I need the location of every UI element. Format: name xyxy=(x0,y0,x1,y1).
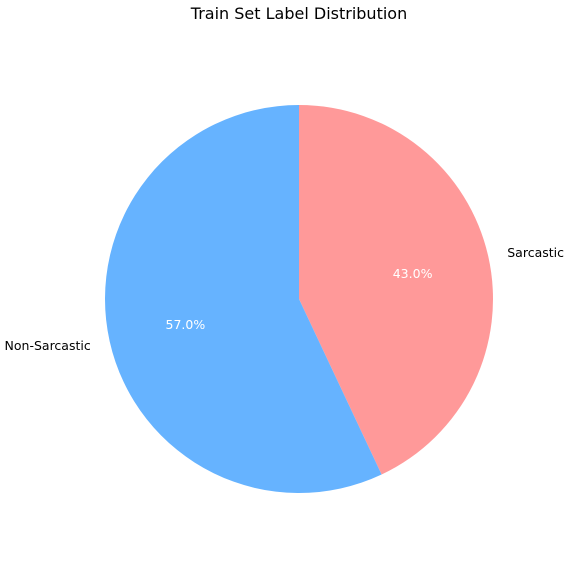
slice-percent-label: 43.0% xyxy=(393,266,433,281)
pie-slice-non-sarcastic xyxy=(104,105,382,494)
pie-slices xyxy=(104,105,493,494)
pie-labels: 43.0% Sarcastic 57.0% Non-Sarcastic xyxy=(5,245,565,353)
slice-percent-label: 57.0% xyxy=(166,317,206,332)
chart-title: Train Set Label Distribution xyxy=(190,4,407,23)
slice-category-label: Non-Sarcastic xyxy=(5,338,91,353)
pie-slice-sarcastic xyxy=(299,105,493,475)
slice-category-label: Sarcastic xyxy=(507,245,564,260)
